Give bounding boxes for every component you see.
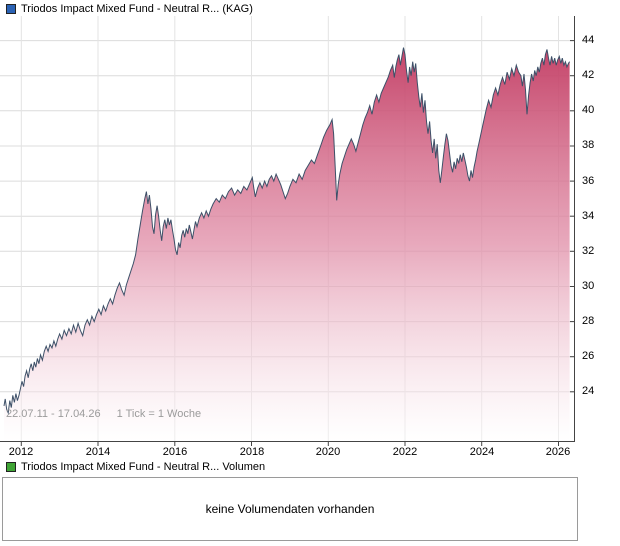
volume-legend-label: Triodos Impact Mixed Fund - Neutral R...… [21,461,266,473]
price-chart-canvas[interactable] [0,16,576,448]
x-axis-label: 2012 [8,446,34,458]
y-axis-label: 32 [582,245,595,257]
date-range-text: 22.07.11 - 17.04.26 [6,408,101,420]
y-axis: 24 26 28 30 32 34 36 38 40 42 44 [580,16,618,448]
x-axis-label: 2024 [469,446,495,458]
x-axis-label: 2014 [85,446,111,458]
y-axis-label: 42 [582,69,595,81]
x-axis-label: 2016 [162,446,188,458]
x-axis-label: 2026 [545,446,571,458]
y-axis-label: 34 [582,210,595,222]
date-range-label: 22.07.11 - 17.04.26 1 Tick = 1 Woche [6,408,201,420]
tick-interval-text: 1 Tick = 1 Woche [116,408,202,420]
y-axis-label: 26 [582,350,595,362]
price-legend-swatch [6,4,16,14]
no-volume-message: keine Volumendaten vorhanden [205,502,375,516]
y-axis-label: 44 [582,34,595,46]
y-axis-label: 38 [582,139,595,151]
price-legend-label: Triodos Impact Mixed Fund - Neutral R...… [21,3,253,15]
chart-area[interactable] [0,16,620,448]
volume-legend: Triodos Impact Mixed Fund - Neutral R...… [6,461,265,473]
price-legend: Triodos Impact Mixed Fund - Neutral R...… [6,3,253,15]
volume-legend-swatch [6,462,16,472]
x-axis: 2012 2014 2016 2018 2020 2022 2024 2026 [0,446,576,461]
y-axis-label: 28 [582,315,595,327]
y-axis-label: 30 [582,280,595,292]
x-axis-label: 2022 [392,446,418,458]
y-axis-label: 36 [582,175,595,187]
volume-panel: keine Volumendaten vorhanden [2,477,578,541]
y-axis-label: 40 [582,104,595,116]
y-axis-label: 24 [582,385,595,397]
x-axis-label: 2020 [315,446,341,458]
x-axis-label: 2018 [239,446,265,458]
